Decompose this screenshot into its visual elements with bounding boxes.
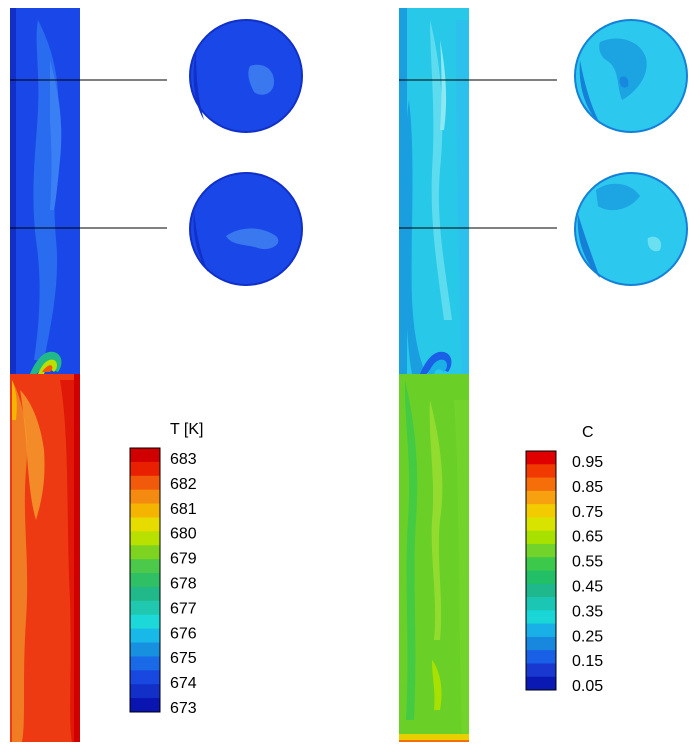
legend-tick-label: 0.75 [572, 504, 603, 521]
colorbar-band [130, 545, 160, 560]
colorbar-border [129, 447, 161, 713]
colorbar-band [526, 610, 556, 625]
temperature-panel: T [K] 683 682 681 680 679 678 677 676 675 674 673 [10, 8, 303, 742]
concentration-column-lower [399, 374, 469, 742]
legend-tick-label: 0.15 [572, 653, 603, 670]
colorbar-band [130, 684, 160, 699]
legend-tick-label: 0.85 [572, 479, 603, 496]
temperature-legend: T [K] 683 682 681 680 679 678 677 676 675 674 673 [129, 421, 204, 717]
concentration-panel: C 0.950.850.750.650.550.450.350.250.150.… [399, 8, 688, 742]
colorbar-band [526, 477, 556, 492]
temperature-column-upper [10, 8, 80, 374]
colorbar-band [526, 623, 556, 638]
colorbar-band [526, 676, 556, 691]
temperature-column-lower [10, 374, 80, 742]
legend-tick-label: 678 [170, 576, 197, 593]
temperature-colorbar [129, 447, 161, 713]
colorbar-band [130, 448, 160, 463]
colorbar-band [526, 583, 556, 598]
temperature-legend-title: T [K] [170, 421, 204, 438]
colorbar-band [130, 475, 160, 491]
colorbar-band [130, 628, 160, 644]
colorbar-band [130, 642, 160, 657]
legend-tick-label: 0.65 [572, 529, 603, 546]
colorbar-band [526, 543, 556, 558]
concentration-section-lower [574, 172, 688, 286]
colorbar-band [526, 517, 556, 532]
legend-tick-label: 674 [170, 675, 197, 692]
colorbar-band [130, 656, 160, 671]
colorbar-band [526, 597, 556, 611]
temperature-section-upper [189, 19, 303, 133]
legend-tick-label: 0.35 [572, 603, 603, 620]
colorbar-band [130, 461, 160, 477]
colorbar-band [526, 650, 556, 664]
concentration-section-upper [574, 19, 688, 133]
concentration-colorbar [525, 450, 557, 691]
legend-tick-label: 0.95 [572, 454, 603, 471]
legend-tick-label: 677 [170, 600, 197, 617]
colorbar-band [130, 573, 160, 588]
legend-tick-label: 0.45 [572, 579, 603, 596]
colorbar-band [526, 504, 556, 518]
colorbar-band [130, 559, 160, 574]
legend-tick-label: 683 [170, 451, 197, 468]
concentration-legend-labels: 0.95 0.85 0.75 0.65 0.55 0.45 0.35 0.25 0.15 0.05 [572, 454, 603, 695]
colorbar-band [130, 614, 160, 630]
colorbar-band [130, 698, 160, 713]
colorbar-band [526, 636, 556, 651]
temperature-section-lower [189, 172, 303, 286]
colorbar-band [526, 490, 556, 505]
concentration-column-upper [399, 8, 469, 374]
colorbar-border [525, 450, 557, 691]
legend-tick-label: 0.55 [572, 554, 603, 571]
legend-tick-label: 680 [170, 526, 197, 543]
colorbar-band [130, 531, 160, 546]
legend-tick-label: 681 [170, 501, 197, 518]
concentration-legend-title: C [582, 424, 594, 441]
colorbar-band [526, 530, 556, 545]
colorbar-band [526, 663, 556, 678]
colorbar-band [130, 517, 160, 532]
legend-tick-label: 675 [170, 650, 197, 667]
colorbar-band [130, 670, 160, 685]
colorbar-band [130, 489, 160, 505]
colorbar-band [130, 586, 160, 602]
legend-tick-label: 679 [170, 551, 197, 568]
colorbar-band [526, 464, 556, 479]
legend-tick-label: 0.05 [572, 678, 603, 695]
concentration-legend: C 0.950.850.750.650.550.450.350.250.150.… [525, 424, 603, 695]
legend-tick-label: 682 [170, 476, 197, 493]
legend-tick-label: 673 [170, 700, 197, 717]
temperature-legend-labels: 683 682 681 680 679 678 677 676 675 674 673 [170, 451, 197, 717]
colorbar-band [526, 451, 556, 465]
colorbar-band [130, 600, 160, 616]
legend-tick-label: 676 [170, 625, 197, 642]
colorbar-band [526, 570, 556, 585]
colorbar-band [526, 557, 556, 571]
colorbar-band [130, 503, 160, 518]
legend-tick-label: 0.25 [572, 628, 603, 645]
